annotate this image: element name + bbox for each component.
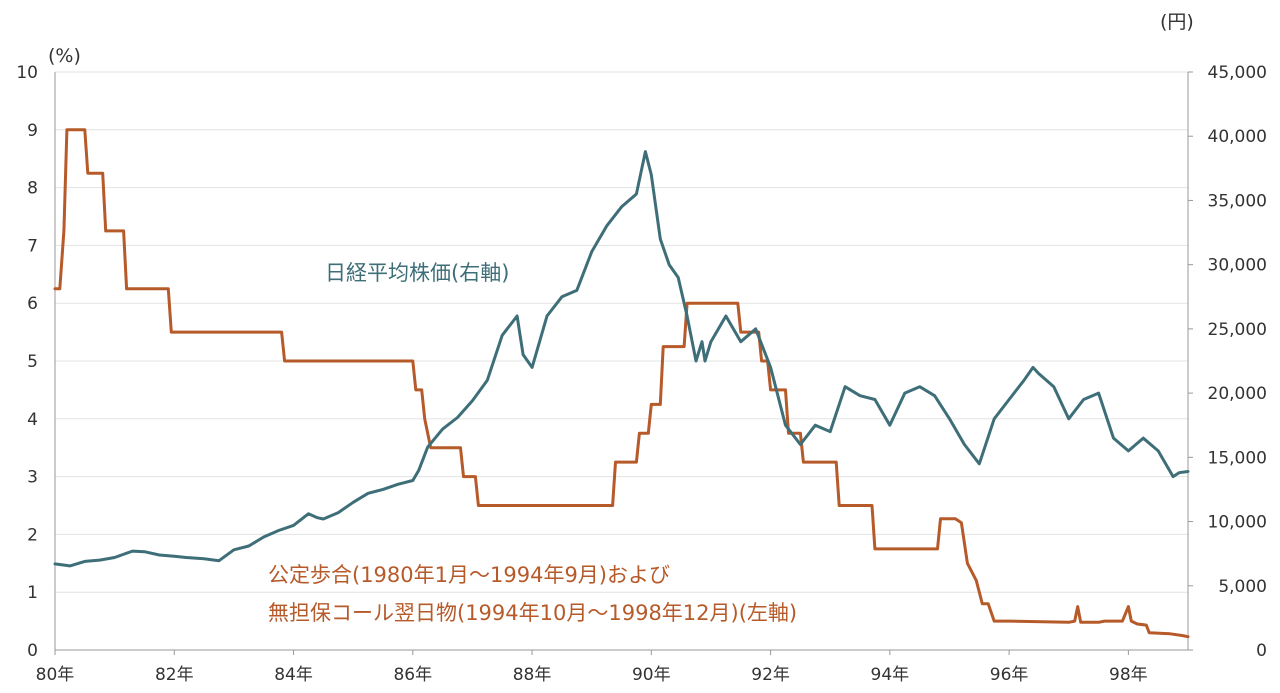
left-tick-label: 5 [27, 352, 38, 372]
rate-series-label-line1: 公定歩合(1980年1月～1994年9月)および [268, 563, 670, 587]
gridlines [55, 71, 1188, 593]
nikkei-line [53, 150, 1190, 568]
right-tick-label: 40,000 [1208, 127, 1267, 147]
left-tick-label: 8 [27, 179, 38, 199]
left-tick-label: 3 [27, 468, 38, 488]
axes [54, 72, 1189, 651]
right-axis-ticks: 0 5,000 10,000 15,000 20,000 25,000 30,000 35,0… [1188, 63, 1267, 661]
right-tick-label: 35,000 [1208, 191, 1267, 211]
x-tick-label: 84年 [274, 665, 313, 685]
right-tick-label: 15,000 [1208, 448, 1267, 468]
left-tick-label: 10 [16, 63, 38, 83]
left-tick-label: 1 [27, 583, 38, 603]
rate-series-label-line2: 無担保コール翌日物(1994年10月～1998年12月)(左軸) [268, 601, 797, 625]
left-tick-label: 2 [27, 525, 38, 545]
left-tick-label: 7 [27, 236, 38, 256]
series-lines [53, 128, 1190, 639]
right-tick-label: 45,000 [1208, 63, 1267, 83]
x-axis-ticks: 80年 82年 84年 86年 88年 90年 92年 94年 96年 98年 [36, 650, 1148, 685]
left-tick-label: 4 [27, 410, 38, 430]
left-tick-label: 0 [27, 641, 38, 661]
left-axis-unit: (%) [48, 45, 81, 67]
x-tick-label: 94年 [871, 665, 910, 685]
x-tick-label: 86年 [393, 665, 432, 685]
right-axis-unit: (円) [1160, 11, 1194, 33]
left-axis-ticks: 0 1 2 3 4 5 6 7 8 9 10 [16, 63, 38, 661]
left-tick-label: 9 [27, 121, 38, 141]
x-tick-label: 82年 [155, 665, 194, 685]
right-tick-label: 25,000 [1208, 320, 1267, 340]
x-tick-label: 88年 [513, 665, 552, 685]
x-tick-label: 80年 [36, 665, 75, 685]
x-tick-label: 96年 [990, 665, 1029, 685]
x-tick-label: 90年 [632, 665, 671, 685]
x-tick-label: 92年 [751, 665, 790, 685]
right-tick-label: 5,000 [1218, 577, 1267, 597]
left-tick-label: 6 [27, 294, 38, 314]
right-tick-label: 30,000 [1208, 256, 1267, 276]
right-tick-label: 0 [1256, 641, 1267, 661]
nikkei-series-label: 日経平均株価(右軸) [325, 261, 509, 285]
right-tick-label: 20,000 [1208, 384, 1267, 404]
rate-line [53, 128, 1190, 639]
x-tick-label: 98年 [1109, 665, 1148, 685]
right-tick-label: 10,000 [1208, 513, 1267, 533]
